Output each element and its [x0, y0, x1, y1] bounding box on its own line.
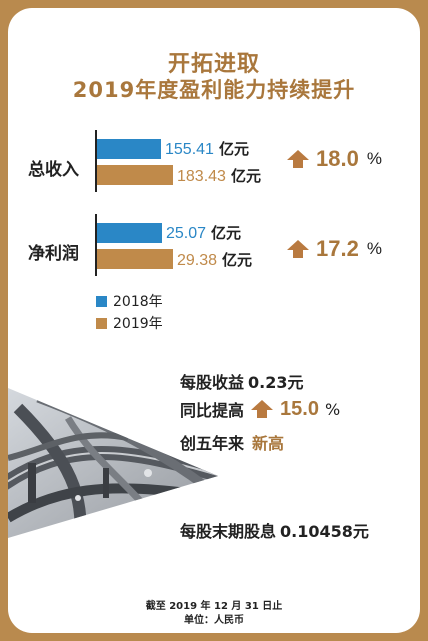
value-number: 183.43 [177, 168, 226, 185]
eps-row: 每股收益 0.23元 [180, 369, 304, 393]
up-arrow-icon [287, 240, 309, 258]
value-label-revenue-2019: 183.43 亿元 [177, 165, 261, 186]
record-value: 新高 [252, 434, 285, 453]
legend-swatch-2019 [96, 317, 107, 329]
legend-swatch-2018 [96, 295, 107, 307]
growth-revenue: 18.0 % [286, 146, 382, 172]
yoy-label: 同比提高 [180, 401, 245, 420]
dividend-label: 每股末期股息 [180, 522, 277, 541]
dividend-value: 0.10458元 [280, 522, 369, 541]
yoy-sign: % [324, 399, 341, 419]
eps-label: 每股收益 [180, 373, 245, 392]
eps-value: 0.23元 [248, 373, 304, 392]
category-label-profit: 净利润 [28, 244, 79, 264]
value-number: 29.38 [177, 252, 218, 269]
record-label: 创五年来 [180, 434, 245, 453]
yoy-value: 15.0 [280, 397, 319, 420]
axis-line-profit [95, 214, 97, 276]
growth-profit: 17.2 % [286, 236, 382, 262]
value-unit: 亿元 [218, 140, 249, 158]
record-row: 创五年来 新高 [180, 430, 284, 454]
dividend-row: 每股末期股息 0.10458元 [180, 518, 369, 542]
bar-profit-2019 [97, 249, 173, 269]
value-label-revenue-2018: 155.41 亿元 [165, 138, 249, 159]
up-arrow-icon [251, 400, 274, 418]
growth-value: 18.0 [316, 146, 359, 171]
axis-line-revenue [95, 130, 97, 192]
value-unit: 亿元 [211, 224, 242, 242]
infographic-card: 开拓进取 2019年度盈利能力持续提升 总收入 净利润 155.41 亿元 183… [8, 8, 420, 633]
footer-unit: 单位：人民币 [184, 615, 244, 626]
value-label-profit-2018: 25.07 亿元 [166, 222, 241, 243]
bar-profit-2018 [97, 223, 162, 243]
growth-sign: % [366, 239, 382, 258]
legend-label: 2019年 [113, 316, 163, 332]
value-number: 25.07 [166, 225, 207, 242]
value-label-profit-2019: 29.38 亿元 [177, 249, 252, 270]
legend-item-2018: 2018年 [96, 291, 163, 311]
bar-revenue-2019 [97, 165, 173, 185]
category-label-revenue: 总收入 [28, 160, 79, 180]
growth-sign: % [366, 149, 382, 168]
legend-item-2019: 2019年 [96, 313, 163, 333]
title-line-1: 开拓进取 [167, 52, 260, 77]
up-arrow-icon [287, 150, 309, 168]
legend-label: 2018年 [113, 294, 163, 310]
growth-value: 17.2 [316, 236, 359, 261]
highway-interchange-photo [8, 388, 218, 538]
value-unit: 亿元 [222, 251, 253, 269]
footer-date: 截至 2019 年 12 月 31 日止 [145, 601, 283, 612]
value-number: 155.41 [165, 141, 214, 158]
value-unit: 亿元 [230, 167, 261, 185]
title-line-2: 2019年度盈利能力持续提升 [72, 78, 356, 102]
yoy-row: 同比提高 15.0 % [180, 397, 340, 421]
bar-revenue-2018 [97, 139, 161, 159]
